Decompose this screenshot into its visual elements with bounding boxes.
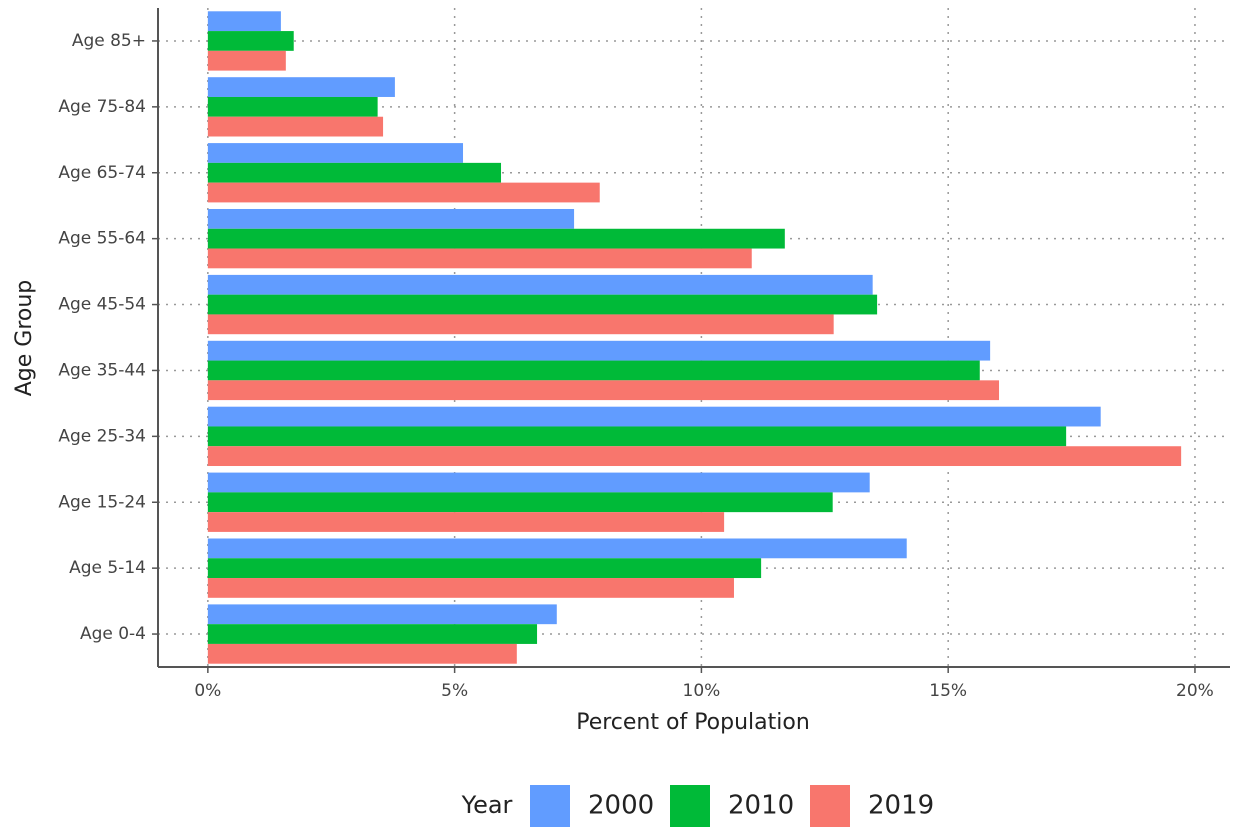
bar (207, 77, 395, 97)
bar (207, 538, 907, 559)
x-tick-label: 0% (194, 681, 221, 701)
legend-label: 2019 (868, 791, 934, 821)
y-tick-label: Age 65-74 (58, 163, 146, 183)
bar (207, 294, 878, 315)
y-tick-label: Age 35-44 (58, 360, 146, 380)
bar (207, 512, 725, 532)
x-tick-label: 10% (683, 681, 721, 701)
bar (207, 604, 557, 625)
y-axis-title: Age Group (12, 280, 37, 397)
bar (207, 446, 1182, 467)
bar (207, 624, 538, 644)
bar (207, 11, 281, 32)
y-tick-label: Age 5-14 (69, 558, 146, 578)
legend-key (810, 785, 850, 827)
x-axis-title: Percent of Population (576, 710, 810, 735)
legend-title: Year (461, 791, 513, 819)
y-tick-label: Age 55-64 (58, 229, 146, 249)
legend-key (530, 785, 570, 827)
legend-label: 2000 (588, 791, 654, 821)
bar (207, 426, 1067, 447)
legend-key (670, 785, 710, 827)
legend-label: 2010 (728, 791, 794, 821)
y-tick-label: Age 0-4 (80, 624, 146, 644)
y-tick-label: Age 15-24 (58, 492, 146, 512)
x-tick-label: 20% (1176, 681, 1214, 701)
bar (207, 472, 870, 493)
bar (207, 248, 752, 269)
bar (207, 314, 834, 335)
bar (207, 31, 294, 51)
bar (207, 50, 286, 71)
bar (207, 558, 762, 579)
bar (207, 340, 991, 361)
bar (207, 96, 378, 117)
bar (207, 143, 464, 163)
bar (207, 643, 517, 664)
y-tick-label: Age 25-34 (58, 426, 146, 446)
bar (207, 274, 873, 295)
y-tick-label: Age 75-84 (58, 97, 146, 117)
bar (207, 406, 1101, 427)
bar (207, 208, 575, 229)
x-tick-label: 15% (929, 681, 967, 701)
bar (207, 228, 785, 249)
bar (207, 162, 502, 183)
x-tick-label: 5% (441, 681, 468, 701)
bar (207, 360, 980, 381)
bar (207, 116, 384, 137)
bar (207, 182, 600, 203)
y-tick-label: Age 45-54 (58, 295, 146, 315)
bar (207, 380, 1000, 401)
bar (207, 578, 734, 598)
bar (207, 492, 833, 513)
y-tick-label: Age 85+ (72, 31, 146, 51)
